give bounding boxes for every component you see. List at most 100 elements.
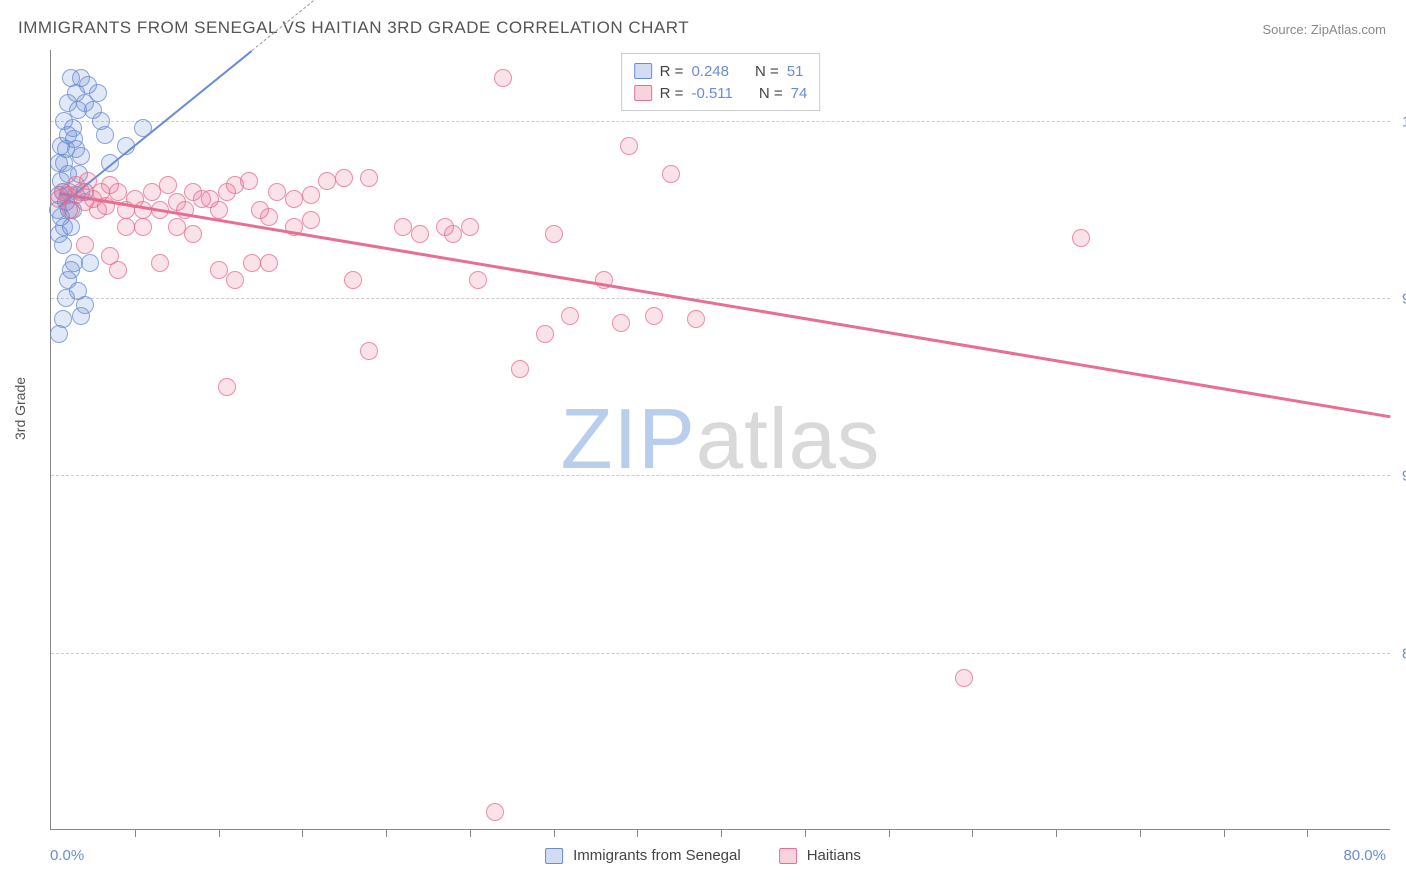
data-point xyxy=(620,137,638,155)
data-point xyxy=(184,225,202,243)
data-point xyxy=(302,186,320,204)
data-point xyxy=(76,296,94,314)
data-point xyxy=(54,236,72,254)
data-point xyxy=(955,669,973,687)
data-point xyxy=(210,261,228,279)
data-point xyxy=(243,254,261,272)
data-point xyxy=(394,218,412,236)
x-tick xyxy=(805,829,806,837)
data-point xyxy=(494,69,512,87)
data-point xyxy=(411,225,429,243)
data-point xyxy=(134,201,152,219)
swatch-senegal xyxy=(545,848,563,864)
data-point xyxy=(469,271,487,289)
watermark-atlas: atlas xyxy=(696,392,881,487)
y-tick-label: 100.0% xyxy=(1392,113,1406,130)
data-point xyxy=(59,94,77,112)
data-point xyxy=(96,126,114,144)
source-prefix: Source: xyxy=(1262,22,1310,37)
r-label: R = xyxy=(660,85,684,102)
x-tick xyxy=(1140,829,1141,837)
data-point xyxy=(210,201,228,219)
gridline: 90.0% xyxy=(51,475,1390,476)
data-point xyxy=(240,172,258,190)
data-point xyxy=(511,360,529,378)
correlation-legend: R = 0.248 N = 51 R = -0.511 N = 74 xyxy=(621,53,821,111)
y-tick-label: 95.0% xyxy=(1392,291,1406,308)
data-point xyxy=(54,310,72,328)
n-label: N = xyxy=(759,85,783,102)
data-point xyxy=(344,271,362,289)
data-point xyxy=(662,165,680,183)
data-point xyxy=(81,254,99,272)
data-point xyxy=(151,201,169,219)
gridline: 85.0% xyxy=(51,653,1390,654)
x-tick xyxy=(1307,829,1308,837)
data-point xyxy=(645,307,663,325)
data-point xyxy=(50,154,68,172)
x-tick xyxy=(637,829,638,837)
r-value-senegal: 0.248 xyxy=(691,63,729,80)
x-axis-max-label: 80.0% xyxy=(1343,847,1386,864)
swatch-haitians xyxy=(779,848,797,864)
data-point xyxy=(67,140,85,158)
chart-container: IMMIGRANTS FROM SENEGAL VS HAITIAN 3RD G… xyxy=(0,0,1406,892)
x-tick xyxy=(1056,829,1057,837)
data-point xyxy=(461,218,479,236)
series-legend: Immigrants from Senegal Haitians xyxy=(545,847,861,864)
data-point xyxy=(545,225,563,243)
data-point xyxy=(151,254,169,272)
data-point xyxy=(595,271,613,289)
data-point xyxy=(561,307,579,325)
data-point xyxy=(117,218,135,236)
data-point xyxy=(1072,229,1090,247)
data-point xyxy=(109,183,127,201)
x-tick xyxy=(386,829,387,837)
x-tick xyxy=(470,829,471,837)
swatch-senegal xyxy=(634,63,652,79)
data-point xyxy=(89,84,107,102)
data-point xyxy=(612,314,630,332)
data-point xyxy=(159,176,177,194)
plot-area: ZIPatlas R = 0.248 N = 51 R = -0.511 N =… xyxy=(50,50,1390,830)
legend-row-senegal: R = 0.248 N = 51 xyxy=(634,60,808,82)
data-point xyxy=(687,310,705,328)
x-tick xyxy=(721,829,722,837)
data-point xyxy=(318,172,336,190)
data-point xyxy=(302,211,320,229)
chart-title: IMMIGRANTS FROM SENEGAL VS HAITIAN 3RD G… xyxy=(18,18,689,38)
r-label: R = xyxy=(660,63,684,80)
x-tick xyxy=(302,829,303,837)
series-label-haitians: Haitians xyxy=(807,847,861,864)
legend-row-haitians: R = -0.511 N = 74 xyxy=(634,82,808,104)
gridline: 100.0% xyxy=(51,121,1390,122)
data-point xyxy=(168,218,186,236)
x-tick xyxy=(889,829,890,837)
source-attribution: Source: ZipAtlas.com xyxy=(1262,22,1386,37)
data-point xyxy=(285,218,303,236)
x-tick xyxy=(972,829,973,837)
data-point xyxy=(268,183,286,201)
data-point xyxy=(176,201,194,219)
source-name: ZipAtlas.com xyxy=(1311,22,1386,37)
x-tick xyxy=(135,829,136,837)
data-point xyxy=(260,254,278,272)
data-point xyxy=(218,378,236,396)
data-point xyxy=(260,208,278,226)
series-label-senegal: Immigrants from Senegal xyxy=(573,847,741,864)
x-tick xyxy=(219,829,220,837)
x-tick xyxy=(554,829,555,837)
data-point xyxy=(76,236,94,254)
watermark: ZIPatlas xyxy=(561,391,881,489)
y-tick-label: 85.0% xyxy=(1392,645,1406,662)
data-point xyxy=(117,137,135,155)
data-point xyxy=(62,69,80,87)
watermark-zip: ZIP xyxy=(561,392,696,487)
data-point xyxy=(335,169,353,187)
data-point xyxy=(486,803,504,821)
n-label: N = xyxy=(755,63,779,80)
data-point xyxy=(134,119,152,137)
r-value-haitians: -0.511 xyxy=(691,85,732,102)
data-point xyxy=(444,225,462,243)
data-point xyxy=(134,218,152,236)
